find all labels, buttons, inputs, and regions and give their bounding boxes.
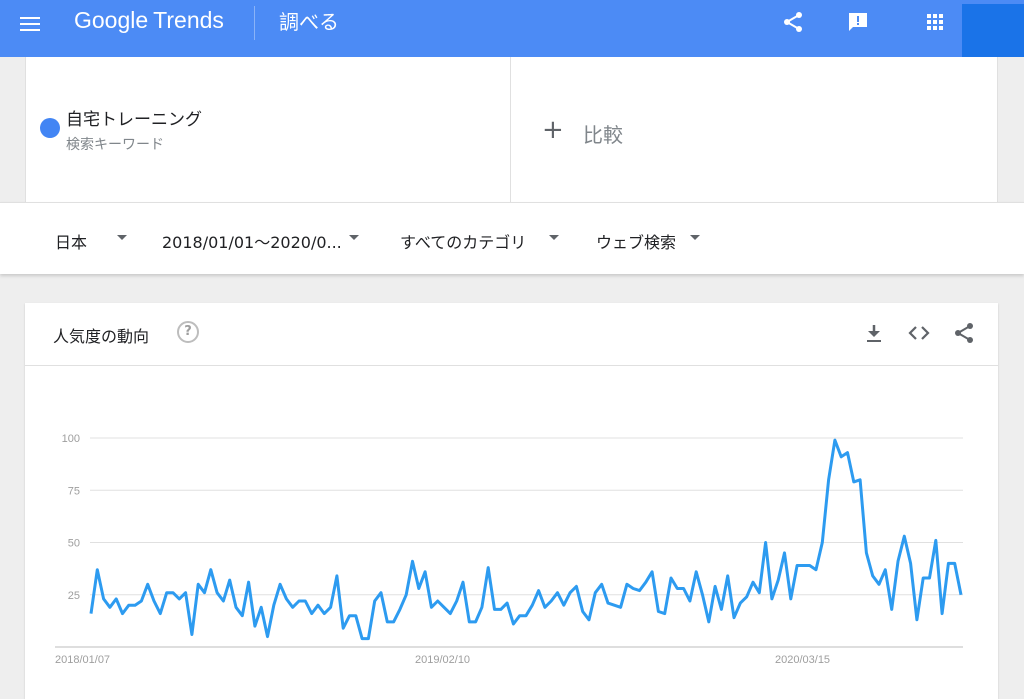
category-filter-label: すべてのカテゴリ xyxy=(400,233,527,252)
google-trends-logo[interactable]: Google Trends xyxy=(74,7,224,34)
y-tick-label: 75 xyxy=(68,485,80,497)
account-button[interactable] xyxy=(962,4,1024,57)
interest-over-time-card: 人気度の動向 ? 100 75 50 25 2018/01/07 2019/02/10 20… xyxy=(25,303,998,699)
share-icon[interactable] xyxy=(952,321,976,345)
search-type-filter-label: ウェブ検索 xyxy=(596,233,677,252)
search-terms-panel: 自宅トレーニング 検索キーワード + 比較 xyxy=(0,57,1024,202)
top-app-bar: Google Trends 調べる xyxy=(0,0,1024,57)
x-tick-label: 2020/03/15 xyxy=(775,654,830,666)
apps-icon[interactable] xyxy=(923,10,947,34)
y-tick-label: 25 xyxy=(68,590,80,602)
chart-title: 人気度の動向 xyxy=(53,327,150,346)
filter-bar: 日本 2018/01/01～2020/0... すべてのカテゴリ ウェブ検索 xyxy=(0,202,1024,274)
page-title: 調べる xyxy=(279,10,339,34)
x-tick-label: 2019/02/10 xyxy=(415,654,470,666)
logo-google-text: Google xyxy=(74,7,149,33)
logo-trends-text: Trends xyxy=(153,7,224,33)
term-type-label: 検索キーワード xyxy=(66,137,164,153)
category-filter[interactable]: すべてのカテゴリ xyxy=(400,229,559,253)
trend-line-chart: 100 75 50 25 2018/01/07 2019/02/10 2020/03/15 xyxy=(55,433,963,666)
y-tick-label: 50 xyxy=(68,538,80,550)
header-divider xyxy=(254,6,255,40)
chevron-down-icon xyxy=(349,235,359,240)
compare-label: 比較 xyxy=(583,123,623,147)
search-type-filter[interactable]: ウェブ検索 xyxy=(596,229,700,253)
help-icon[interactable]: ? xyxy=(177,321,199,343)
compare-card[interactable]: + 比較 xyxy=(511,57,998,202)
period-filter-label: 2018/01/01～2020/0... xyxy=(162,233,342,252)
card-divider xyxy=(25,365,998,366)
trend-series-line[interactable] xyxy=(89,438,963,641)
term-color-dot xyxy=(40,118,60,138)
chevron-down-icon xyxy=(549,235,559,240)
search-term-card[interactable]: 自宅トレーニング 検索キーワード xyxy=(25,57,511,202)
embed-icon[interactable] xyxy=(907,321,931,345)
region-filter[interactable]: 日本 xyxy=(55,229,127,253)
add-icon: + xyxy=(542,115,564,145)
feedback-icon[interactable] xyxy=(846,10,870,34)
share-icon[interactable] xyxy=(781,10,805,34)
x-tick-label: 2018/01/07 xyxy=(55,654,110,666)
chevron-down-icon xyxy=(690,235,700,240)
chevron-down-icon xyxy=(117,235,127,240)
term-name[interactable]: 自宅トレーニング xyxy=(66,110,202,130)
y-tick-label: 100 xyxy=(62,433,80,445)
download-icon[interactable] xyxy=(862,321,886,345)
menu-icon[interactable] xyxy=(18,13,42,33)
period-filter[interactable]: 2018/01/01～2020/0... xyxy=(162,229,359,253)
region-filter-label: 日本 xyxy=(55,233,88,252)
